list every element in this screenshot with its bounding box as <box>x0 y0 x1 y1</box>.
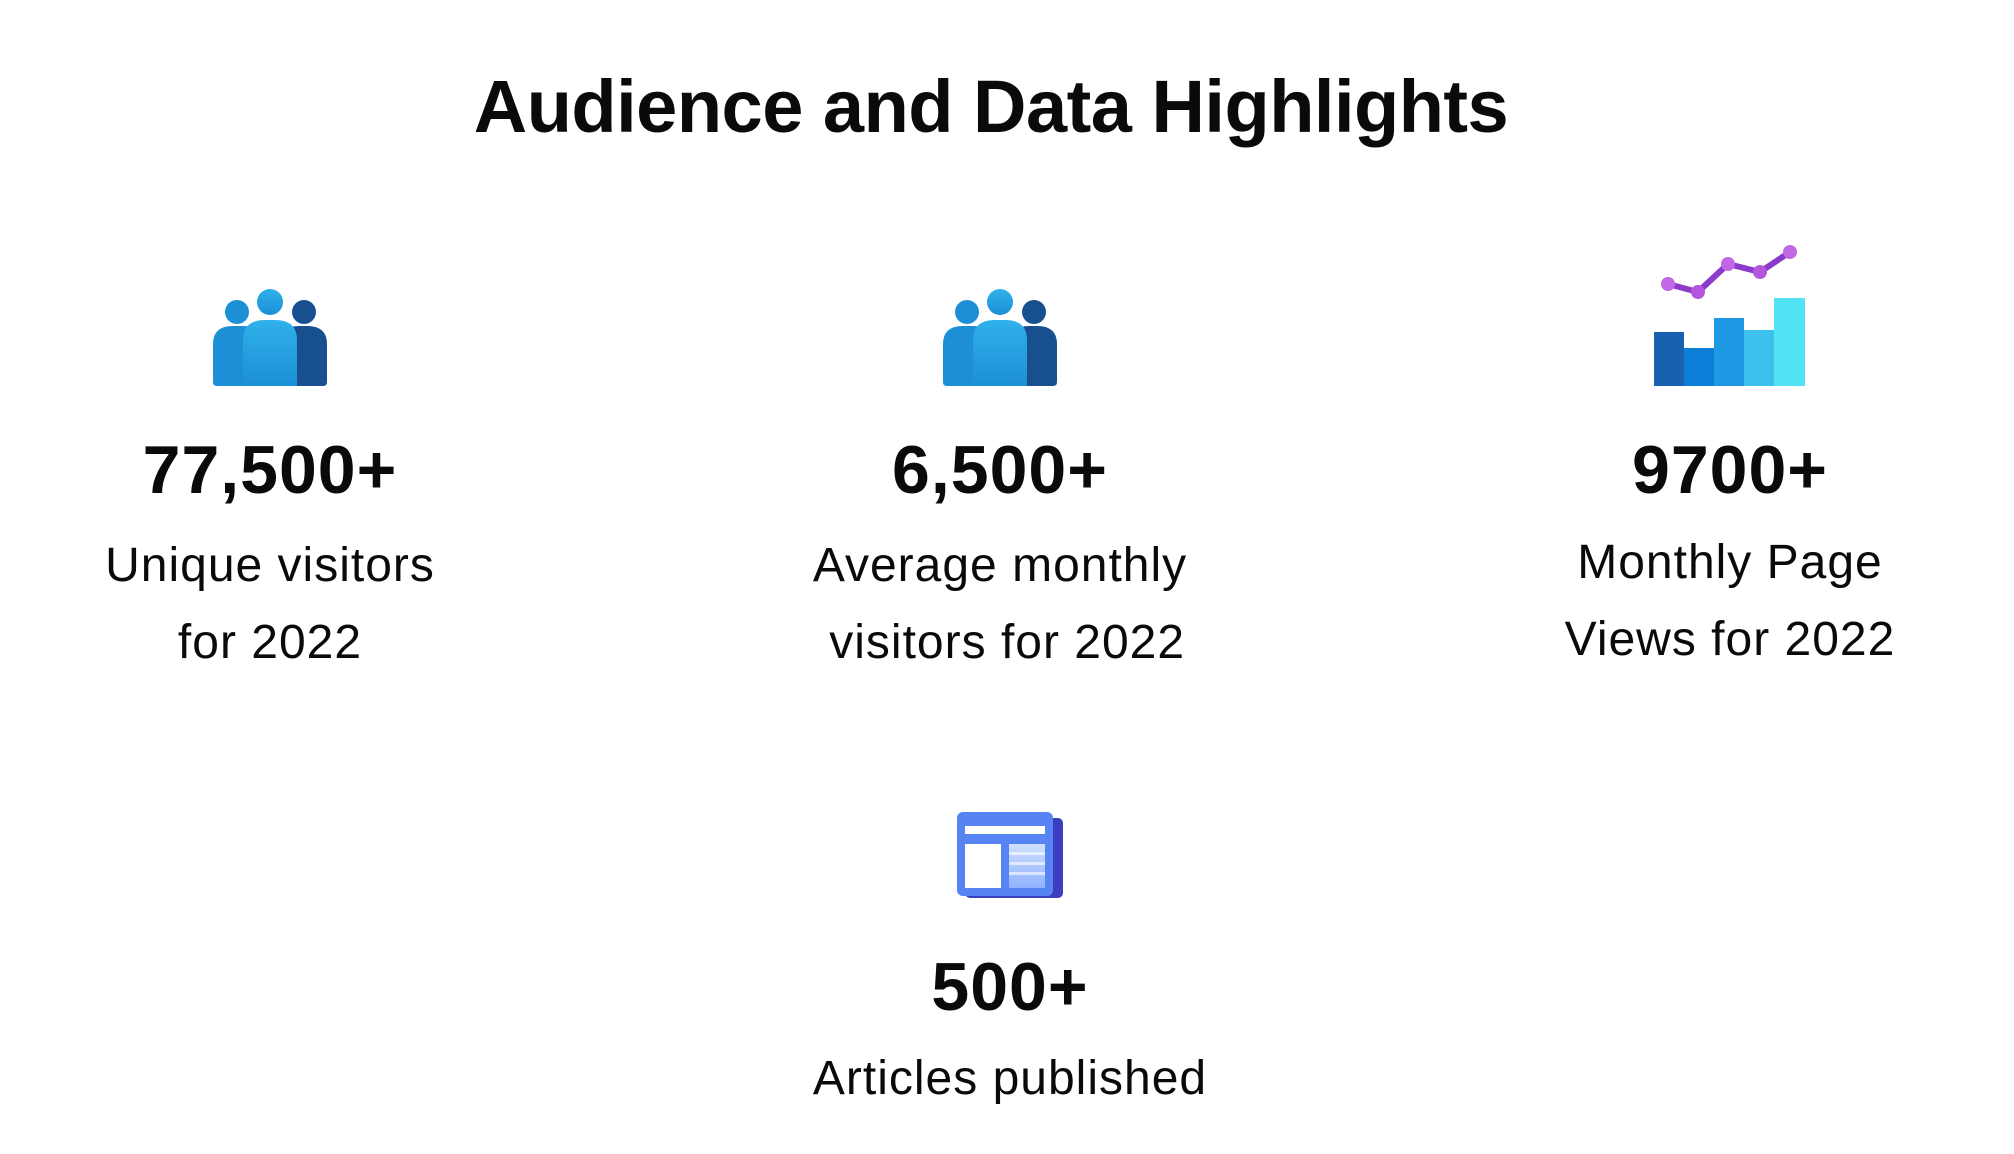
stat-caption-line: Unique visitors <box>105 539 435 592</box>
newspaper-layout-icon <box>957 812 1063 903</box>
stat-value: 9700+ <box>1632 432 1828 508</box>
stat-value: 77,500+ <box>142 432 398 508</box>
stat-caption-line: Views for 2022 <box>1564 613 1896 666</box>
stat-caption-line: Articles published <box>812 1052 1208 1105</box>
people-group-icon <box>213 284 327 391</box>
stat-caption-line: Average monthly <box>812 539 1188 592</box>
stat-value: 500+ <box>931 949 1089 1025</box>
people-group-icon <box>943 284 1057 391</box>
stat-caption: Unique visitors for 2022 <box>0 527 590 681</box>
stat-caption-line: for 2022 <box>177 616 363 669</box>
stat-caption-line: Monthly Page <box>1577 536 1883 589</box>
bar-line-chart-icon <box>1654 244 1806 391</box>
stat-caption: Monthly Page Views for 2022 <box>1410 524 2014 678</box>
stat-caption-line: visitors for 2022 <box>814 616 1186 669</box>
stat-value: 6,500+ <box>892 432 1108 508</box>
stat-caption: Average monthly visitors for 2022 <box>680 527 1320 681</box>
page-title: Audience and Data Highlights <box>473 65 1509 148</box>
stat-caption: Articles published <box>690 1040 1330 1117</box>
